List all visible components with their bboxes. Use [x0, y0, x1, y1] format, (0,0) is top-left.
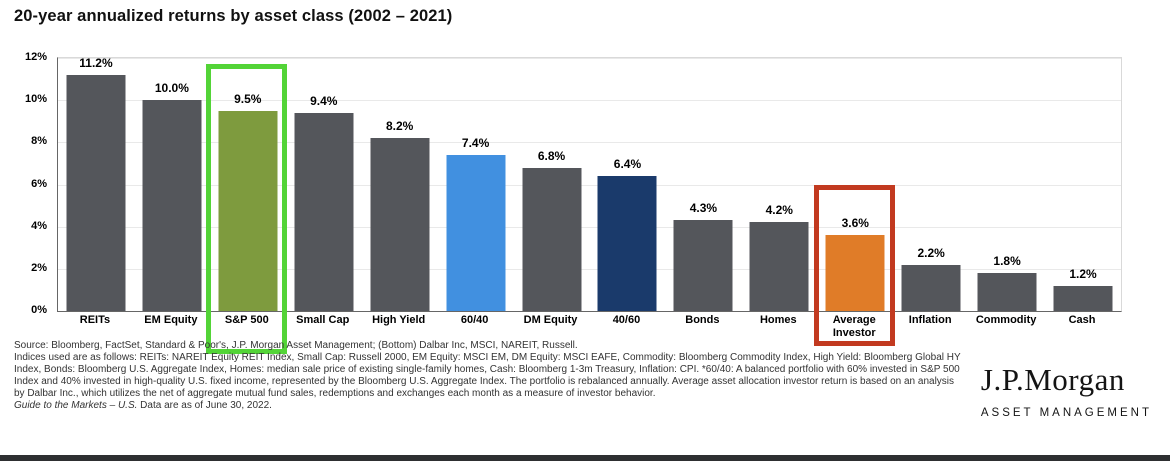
- bar-column: 10.0%: [134, 58, 210, 311]
- x-tick-label: Small Cap: [296, 314, 350, 326]
- x-tick-label: DM Equity: [523, 314, 578, 326]
- footnotes: Source: Bloomberg, FactSet, Standard & P…: [14, 340, 966, 412]
- bar-value-label: 7.4%: [461, 135, 490, 150]
- bar-column: 7.4%: [438, 58, 514, 311]
- gridline: [58, 268, 1121, 270]
- x-tick-label: Commodity: [975, 314, 1037, 326]
- bottom-rule: [0, 455, 1170, 461]
- bar-column: 11.2%: [58, 55, 134, 311]
- bar-commodity: [977, 273, 1037, 311]
- bar-column: 4.3%: [665, 58, 741, 311]
- bar-column: 9.4%: [286, 58, 362, 311]
- x-tick-label: Average Investor: [832, 314, 876, 339]
- bar-column: 9.5%: [210, 58, 286, 311]
- gridline: [58, 184, 1121, 186]
- bar-s-p-500: [218, 110, 278, 311]
- bar-value-label: 6.4%: [613, 157, 642, 172]
- index-notes: Indices used are as follows: REITs: NARE…: [14, 352, 961, 399]
- jpmorgan-wordmark: J.P.Morgan: [980, 362, 1125, 397]
- gridline: [58, 142, 1121, 144]
- bar-dm-equity: [522, 167, 582, 311]
- bar-60-40: [446, 154, 506, 311]
- guide-to-markets-line: Guide to the Markets – U.S. Data are as …: [14, 400, 966, 412]
- bar-value-label: 2.2%: [917, 245, 945, 260]
- gridline: [58, 226, 1121, 228]
- highlight-box-s-p-500: [206, 63, 288, 354]
- x-tick-label: Bonds: [685, 314, 720, 326]
- x-tick-label: 60/40: [460, 314, 489, 326]
- bar-em-equity: [142, 100, 202, 311]
- y-axis: 0% 2% 4% 6% 8% 10% 12%: [0, 51, 52, 316]
- chart-title: 20-year annualized returns by asset clas…: [14, 7, 453, 25]
- gridline: [58, 58, 1121, 59]
- bar-cash: [1053, 285, 1113, 311]
- y-tick-label: 8%: [31, 135, 47, 148]
- bar-average-investor: [825, 235, 885, 311]
- y-tick-label: 0%: [31, 304, 47, 316]
- gridline: [58, 100, 1121, 102]
- bar-bonds: [673, 220, 733, 311]
- jpmorgan-logo: J.P.Morgan ASSET MANAGEMENT: [981, 362, 1152, 419]
- bar-column: 4.2%: [741, 58, 817, 311]
- x-tick-label: Homes: [759, 314, 797, 326]
- y-tick-label: 4%: [31, 219, 47, 232]
- guide-title: Guide to the Markets – U.S.: [14, 400, 138, 411]
- bar-value-label: 3.6%: [841, 216, 869, 231]
- bar-column: 6.4%: [590, 58, 666, 311]
- y-tick-label: 6%: [31, 177, 47, 190]
- bar-value-label: 1.2%: [1069, 266, 1097, 281]
- x-tick-label: S&P 500: [224, 314, 269, 326]
- y-tick-label: 2%: [31, 261, 47, 274]
- guide-date: Data are as of June 30, 2022.: [137, 400, 272, 411]
- bar-small-cap: [294, 112, 354, 311]
- x-tick-label: High Yield: [372, 314, 426, 326]
- x-axis-labels: REITs EM Equity S&P 500 Small Cap High Yield…: [57, 314, 1120, 354]
- bar-value-label: 4.3%: [689, 201, 718, 216]
- bar-value-label: 6.8%: [537, 148, 566, 163]
- bar-column: 3.6%: [817, 58, 893, 311]
- bar-column: 1.8%: [969, 58, 1045, 311]
- x-tick-label: REITs: [79, 314, 111, 326]
- bar-reits: [66, 74, 126, 311]
- bar-homes: [749, 222, 809, 311]
- bar-value-label: 4.2%: [765, 203, 793, 218]
- asset-management-label: ASSET MANAGEMENT: [980, 407, 1152, 419]
- bar-column: 8.2%: [362, 58, 438, 311]
- bar-value-label: 8.2%: [385, 119, 414, 134]
- plot-area: 11.2% 10.0% 9.5% 9.4% 8.2% 7.4% 6.8% 6.4% 4.3% 4.…: [57, 55, 1122, 312]
- bar-value-label: 9.5%: [234, 91, 262, 106]
- bar-40-60: [597, 176, 657, 311]
- source-line: Source: Bloomberg, FactSet, Standard & P…: [14, 340, 578, 351]
- x-tick-label: EM Equity: [144, 314, 198, 326]
- y-tick-label: 10%: [24, 93, 47, 106]
- bar-chart: 0% 2% 4% 6% 8% 10% 12% 11.2% 10.0% 9.5% 9.4% 8.2% 7…: [0, 51, 1170, 357]
- highlight-box-average-investor: [813, 185, 895, 346]
- bar-value-label: 10.0%: [154, 81, 189, 96]
- bar-column: 6.8%: [514, 58, 590, 311]
- x-tick-label: 40/60: [612, 314, 641, 326]
- bar-high-yield: [370, 138, 430, 311]
- bar-column: 2.2%: [893, 58, 969, 311]
- bar-inflation: [901, 264, 961, 311]
- bar-value-label: 11.2%: [79, 55, 113, 70]
- bar-value-label: 9.4%: [310, 93, 338, 108]
- bar-value-label: 1.8%: [993, 254, 1021, 269]
- y-tick-label: 12%: [24, 51, 47, 63]
- bar-column: 1.2%: [1045, 58, 1121, 311]
- x-tick-label: Cash: [1068, 314, 1096, 326]
- x-tick-label: Inflation: [908, 314, 952, 326]
